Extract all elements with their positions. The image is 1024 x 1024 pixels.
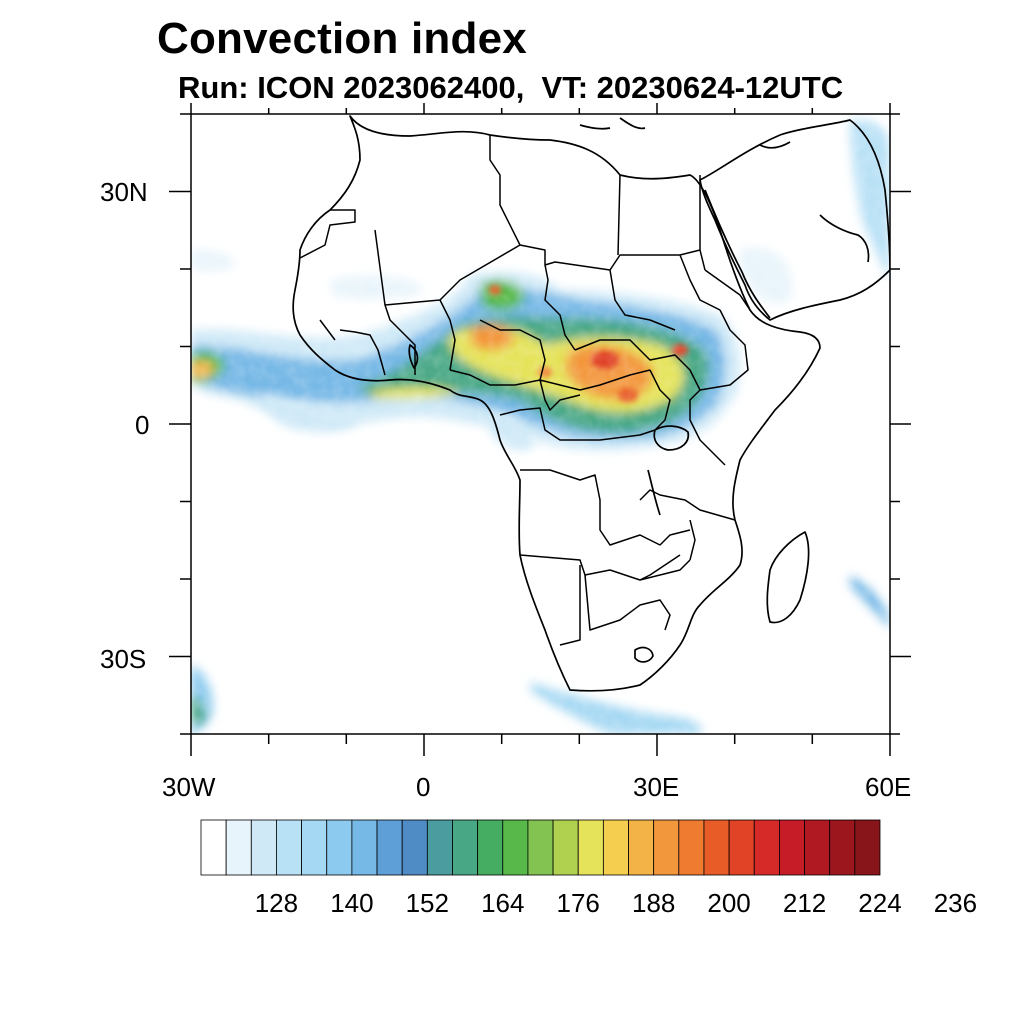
- colorbar-box: [728, 819, 755, 876]
- country-borders: [299, 135, 751, 646]
- colorbar-box: [502, 819, 529, 876]
- colorbar-tick-label: 164: [481, 888, 524, 918]
- colorbar-box: [653, 819, 680, 876]
- lesotho: [634, 646, 654, 663]
- lon-label-30e: 30E: [633, 772, 680, 802]
- colorbar-tick-label: 236: [934, 888, 977, 918]
- colorbar-box: [854, 819, 881, 876]
- africa-coastline: [292, 115, 821, 692]
- right-ticks: [890, 113, 911, 735]
- mediterranean-islands: [579, 117, 791, 149]
- lon-label-0: 0: [416, 772, 431, 802]
- colorbar-box: [804, 819, 831, 876]
- colorbar-box: [527, 819, 554, 876]
- red-sea-inner: [704, 189, 771, 319]
- madagascar: [766, 531, 810, 624]
- left-ticks: [169, 113, 191, 735]
- chart-subtitle: Run: ICON 2023062400, VT: 20230624-12UTC: [178, 70, 844, 105]
- colorbar-tick-label: 212: [783, 888, 826, 918]
- colorbar-box: [703, 819, 730, 876]
- colorbar-tick-label: 224: [858, 888, 901, 918]
- colorbar-box: [678, 819, 705, 876]
- colorbar-box: [477, 819, 504, 876]
- colorbar-box: [200, 819, 227, 876]
- colorbar-box: [326, 819, 353, 876]
- colorbar-box: [401, 819, 428, 876]
- colorbar-box: [376, 819, 403, 876]
- lon-label-30w: 30W: [162, 772, 216, 802]
- colorbar-box: [250, 819, 277, 876]
- lake-victoria: [653, 425, 690, 451]
- colorbar-labels: 128 140 152 164 176 188 200 212 224 236: [255, 888, 977, 918]
- convection-field: [191, 114, 890, 734]
- persian-gulf: [819, 214, 870, 263]
- colorbar-box: [779, 819, 805, 876]
- lat-label-30n: 30N: [100, 177, 148, 207]
- colorbar-box: [628, 819, 655, 876]
- lat-label-30s: 30S: [100, 644, 147, 674]
- colorbar-box: [276, 819, 302, 876]
- map-outlines: [292, 115, 890, 692]
- top-ticks: [190, 103, 891, 114]
- colorbar-box: [552, 819, 579, 876]
- colorbar-tick-label: 200: [707, 888, 750, 918]
- colorbar-tick-label: 140: [330, 888, 373, 918]
- arabia-coast: [699, 119, 890, 321]
- colorbar-box: [351, 819, 378, 876]
- bottom-ticks: [190, 734, 891, 756]
- colorbar: [200, 819, 881, 876]
- colorbar-box: [602, 819, 629, 876]
- chart-title: Convection index: [157, 14, 527, 63]
- colorbar-box: [452, 819, 479, 876]
- colorbar-tick-label: 176: [557, 888, 600, 918]
- colorbar-box: [301, 819, 328, 876]
- lat-label-0: 0: [135, 410, 150, 440]
- lon-label-60e: 60E: [865, 772, 912, 802]
- colorbar-tick-label: 128: [255, 888, 298, 918]
- colorbar-tick-label: 188: [632, 888, 675, 918]
- colorbar-tick-label: 152: [406, 888, 449, 918]
- tick-marks: [169, 103, 911, 756]
- colorbar-box: [426, 819, 453, 876]
- colorbar-box: [225, 819, 252, 876]
- colorbar-box: [753, 819, 780, 876]
- colorbar-box: [577, 819, 604, 876]
- colorbar-box: [829, 819, 856, 876]
